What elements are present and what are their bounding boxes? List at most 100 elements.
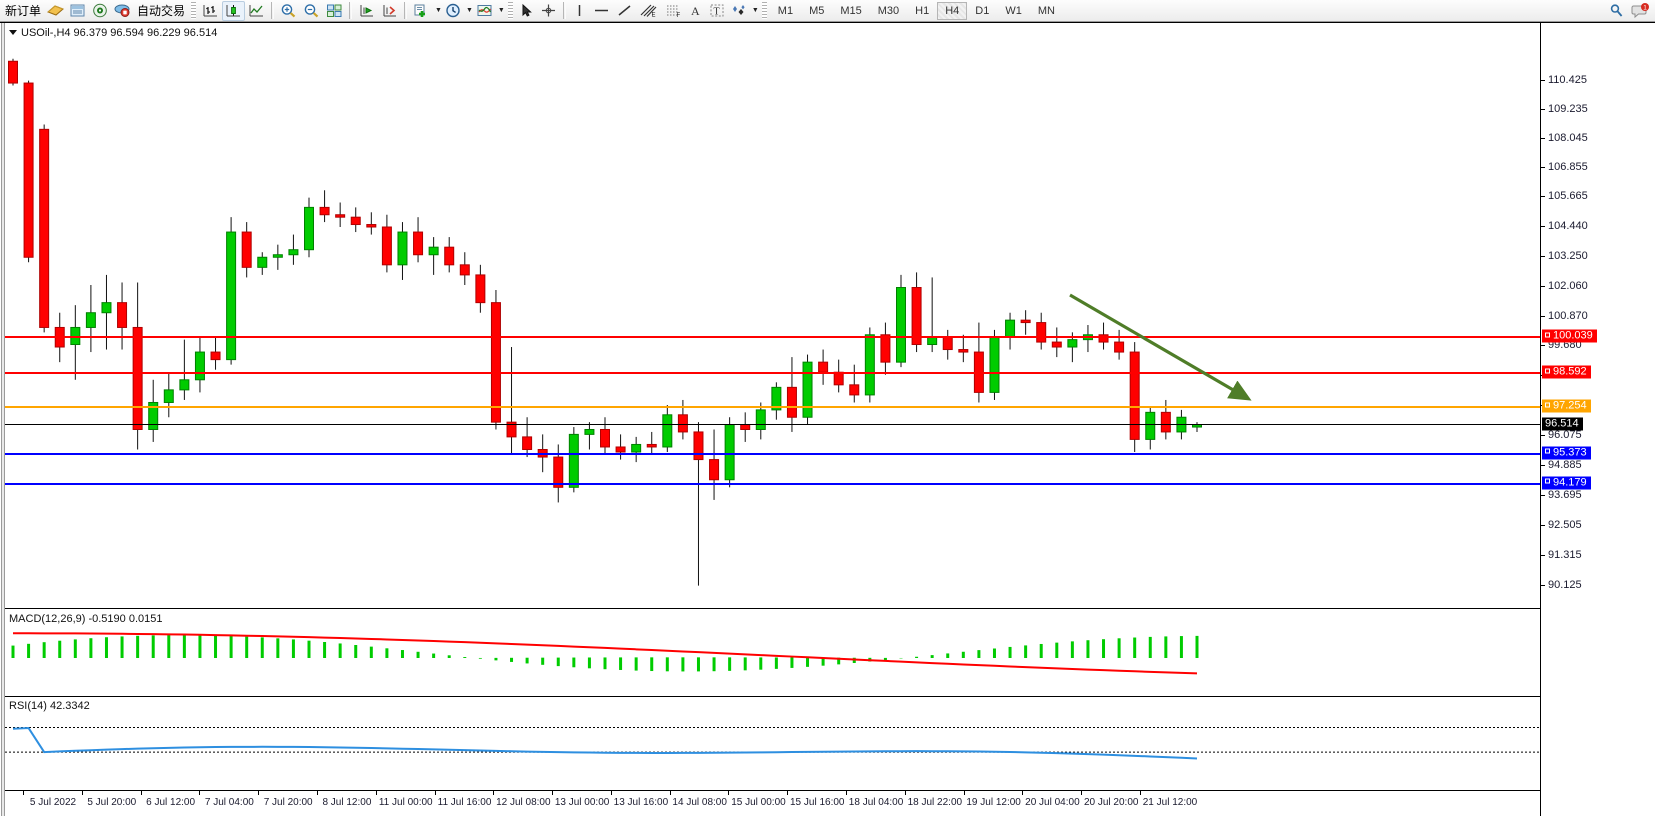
timeframe-w1[interactable]: W1 bbox=[1005, 4, 1022, 17]
candle bbox=[927, 336, 938, 346]
templates-icon[interactable] bbox=[473, 1, 497, 21]
objects-dropdown-caret[interactable]: ▼ bbox=[751, 7, 759, 14]
plot-area[interactable]: USOil-,H4 96.379 96.594 96.229 96.514 bbox=[5, 23, 1655, 816]
resistance-98-592-line[interactable] bbox=[5, 372, 1540, 375]
indicators-dropdown-caret[interactable]: ▼ bbox=[435, 7, 442, 14]
resistance-100-039-line[interactable] bbox=[5, 336, 1540, 339]
candle bbox=[194, 351, 205, 381]
time-tick-label: 19 Jul 12:00 bbox=[966, 797, 1021, 808]
price-axis[interactable]: 110.425 109.235 108.045 106.855 105.665 104.4… bbox=[1540, 23, 1655, 816]
candle bbox=[740, 424, 751, 430]
zoom-in-icon[interactable] bbox=[277, 1, 300, 21]
candle bbox=[958, 349, 969, 353]
time-tick bbox=[610, 791, 612, 795]
new-order-label[interactable]: 新订单 bbox=[5, 4, 42, 18]
cursor-icon[interactable] bbox=[516, 1, 537, 21]
resistance-100-039-badge[interactable]: 100.039 bbox=[1542, 329, 1597, 343]
candle bbox=[366, 224, 377, 228]
toolbar-grip-3[interactable] bbox=[761, 2, 767, 19]
price-tick-label: 96.075 bbox=[1548, 429, 1582, 441]
support-94-179-line[interactable] bbox=[5, 482, 1540, 485]
symbol-collapse-caret[interactable] bbox=[9, 29, 17, 35]
pivot-97-254-line[interactable] bbox=[5, 406, 1540, 409]
macd-pane[interactable]: MACD(12,26,9) -0.5190 0.0151 0.67750.00-… bbox=[5, 612, 1540, 696]
bar-chart-icon[interactable] bbox=[199, 1, 222, 21]
chart-window[interactable]: USOil-,H4 96.379 96.594 96.229 96.514 bbox=[0, 22, 1655, 816]
toolbar-grip-2[interactable] bbox=[507, 2, 513, 19]
text-label-icon[interactable]: A bbox=[686, 1, 706, 21]
time-tick-label: 12 Jul 08:00 bbox=[496, 797, 551, 808]
text-icon[interactable]: T bbox=[706, 1, 728, 21]
navigator-icon[interactable] bbox=[89, 1, 111, 21]
timeframe-mn[interactable]: MN bbox=[1037, 4, 1055, 17]
left-scroll-rail[interactable] bbox=[0, 23, 5, 816]
candle bbox=[101, 302, 112, 314]
toolbar-separator-1 bbox=[271, 2, 275, 19]
timeframe-h4[interactable]: H4 bbox=[937, 1, 968, 20]
timeframe-m1[interactable]: M1 bbox=[777, 4, 794, 17]
pane-divider-2[interactable] bbox=[5, 696, 1655, 698]
candle bbox=[210, 351, 221, 361]
trendline-icon[interactable] bbox=[613, 1, 636, 21]
horizontal-line-icon[interactable] bbox=[590, 1, 613, 21]
templates-dropdown-caret[interactable]: ▼ bbox=[497, 7, 505, 14]
data-window-icon[interactable] bbox=[67, 1, 89, 21]
line-chart-icon[interactable] bbox=[245, 1, 268, 21]
timeframe-d1[interactable]: D1 bbox=[975, 4, 990, 17]
candle bbox=[600, 428, 610, 448]
price-tick: 108.045 bbox=[1541, 132, 1588, 144]
support-94-179-badge[interactable]: 94.179 bbox=[1542, 476, 1591, 490]
candle bbox=[584, 428, 595, 435]
support-95-373-badge[interactable]: 95.373 bbox=[1542, 446, 1591, 460]
periods-icon[interactable] bbox=[442, 1, 465, 21]
time-tick bbox=[81, 791, 83, 795]
auto-trading-label[interactable]: 自动交易 bbox=[137, 4, 186, 18]
alerts-icon[interactable]: 1 bbox=[1628, 1, 1653, 21]
candle bbox=[304, 206, 314, 251]
new-order-icon[interactable] bbox=[44, 1, 67, 21]
objects-icon[interactable] bbox=[728, 1, 751, 21]
candle bbox=[350, 216, 361, 226]
candlestick-chart-icon[interactable] bbox=[222, 0, 246, 21]
pivot-97-254-badge[interactable]: 97.254 bbox=[1542, 399, 1591, 413]
timeframe-m5[interactable]: M5 bbox=[809, 4, 825, 17]
support-95-373-line[interactable] bbox=[5, 452, 1540, 455]
candle bbox=[85, 312, 96, 328]
time-tick-label: 5 Jul 2022 bbox=[29, 797, 77, 808]
rsi-pane[interactable]: RSI(14) 42.3342 100805015 bbox=[5, 699, 1540, 791]
vertical-line-icon[interactable] bbox=[569, 1, 590, 21]
pane-divider-1[interactable] bbox=[5, 608, 1655, 610]
candle bbox=[771, 386, 782, 411]
timeframe-m15[interactable]: M15 bbox=[840, 4, 862, 17]
time-tick-label: 18 Jul 04:00 bbox=[848, 797, 904, 808]
last-price-96-514-badge[interactable]: 96.514 bbox=[1542, 417, 1583, 431]
last-price-96-514-line[interactable] bbox=[5, 424, 1540, 426]
search-icon[interactable] bbox=[1605, 1, 1628, 21]
toolbar-grip[interactable] bbox=[191, 2, 197, 19]
price-tick-label: 103.250 bbox=[1548, 250, 1588, 262]
time-tick bbox=[258, 791, 260, 795]
time-axis[interactable]: 5 Jul 2022 5 Jul 20:00 6 Jul 12:00 7 Jul 04… bbox=[5, 790, 1540, 816]
scroll-end-icon[interactable] bbox=[355, 1, 378, 21]
tile-windows-icon[interactable] bbox=[323, 1, 346, 21]
candle bbox=[1160, 411, 1171, 433]
price-pane[interactable]: USOil-,H4 96.379 96.594 96.229 96.514 bbox=[5, 23, 1540, 608]
indicators-icon[interactable] bbox=[410, 1, 434, 21]
periods-dropdown-caret[interactable]: ▼ bbox=[465, 7, 473, 14]
price-tick-label: 100.870 bbox=[1548, 310, 1588, 322]
zoom-out-icon[interactable] bbox=[300, 1, 323, 21]
candle bbox=[1051, 341, 1062, 348]
auto-trading-icon[interactable] bbox=[111, 1, 134, 21]
candle bbox=[132, 326, 143, 430]
candle bbox=[444, 246, 455, 266]
chart-shift-icon[interactable] bbox=[378, 1, 401, 21]
timeframe-h1[interactable]: H1 bbox=[915, 4, 930, 17]
equidistant-channel-icon[interactable]: E bbox=[636, 1, 661, 21]
timeframe-m30[interactable]: M30 bbox=[877, 4, 900, 17]
fibonacci-icon[interactable]: F bbox=[661, 1, 686, 21]
candle bbox=[942, 336, 953, 351]
candle bbox=[973, 351, 984, 393]
time-tick-label: 15 Jul 16:00 bbox=[790, 797, 845, 808]
crosshair-icon[interactable] bbox=[537, 1, 560, 21]
resistance-98-592-badge[interactable]: 98.592 bbox=[1542, 365, 1591, 379]
